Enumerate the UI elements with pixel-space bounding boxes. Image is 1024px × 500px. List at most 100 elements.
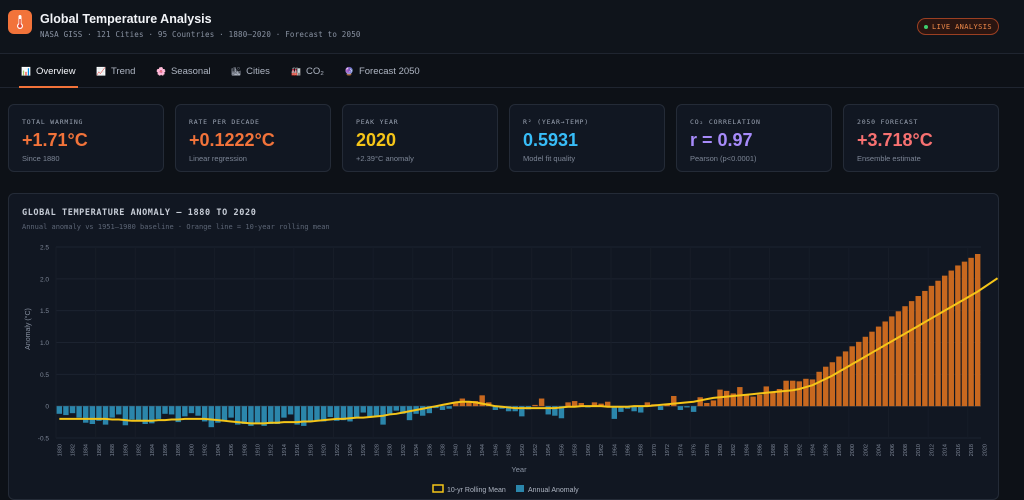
x-tick-label: 1890 bbox=[123, 444, 129, 456]
x-tick-label: 1882 bbox=[71, 444, 77, 456]
x-tick-label: 1898 bbox=[176, 444, 182, 456]
x-tick-label: 1962 bbox=[599, 444, 605, 456]
x-tick-label: 1938 bbox=[441, 444, 447, 456]
anomaly-bar bbox=[63, 406, 69, 416]
anomaly-bar bbox=[638, 406, 644, 413]
tab-co2[interactable]: 🏭 CO₂ bbox=[283, 55, 332, 87]
anomaly-bar bbox=[684, 406, 690, 408]
anomaly-bar bbox=[571, 401, 578, 407]
tab-seasonal[interactable]: 🌸 Seasonal bbox=[148, 55, 219, 87]
x-tick-label: 2006 bbox=[890, 444, 896, 456]
x-tick-label: 1944 bbox=[480, 444, 486, 456]
x-tick-label: 1904 bbox=[216, 444, 222, 456]
anomaly-bar bbox=[941, 275, 948, 407]
city-icon: 🏙 bbox=[231, 66, 242, 76]
anomaly-bar bbox=[618, 406, 624, 412]
x-tick-label: 1964 bbox=[612, 444, 618, 456]
anomaly-bar bbox=[241, 406, 248, 424]
y-axis: -0.5 0 0.5 1.0 1.5 2.0 2.5 bbox=[38, 245, 50, 443]
tab-label: Overview bbox=[35, 65, 76, 77]
anomaly-bars bbox=[56, 254, 981, 428]
x-tick-label: 1966 bbox=[626, 444, 632, 456]
live-analysis-badge[interactable]: LIVE ANALYSIS bbox=[917, 18, 999, 35]
anomaly-bar bbox=[76, 406, 82, 418]
anomaly-bar bbox=[281, 406, 287, 418]
x-tick-label: 2016 bbox=[956, 444, 962, 456]
x-tick-label: 1978 bbox=[705, 444, 711, 456]
tab-label: Trend bbox=[110, 65, 136, 77]
x-tick-label: 2008 bbox=[903, 444, 909, 456]
anomaly-bar bbox=[750, 396, 756, 407]
x-tick-label: 1936 bbox=[427, 444, 433, 456]
stat-card-co2-correlation: CO₂ CORRELATION r = 0.97 Pearson (p<0.00… bbox=[676, 104, 832, 172]
anomaly-bar bbox=[347, 406, 353, 422]
anomaly-bar bbox=[320, 406, 327, 422]
anomaly-bar bbox=[195, 406, 201, 416]
anomaly-bar bbox=[756, 394, 763, 407]
anomaly-bar bbox=[215, 406, 221, 423]
stat-card-rate-per-decade: RATE PER DECADE +0.1222°C Linear regress… bbox=[175, 104, 331, 172]
x-tick-label: 1918 bbox=[308, 444, 314, 456]
x-tick-label: 1920 bbox=[322, 444, 328, 456]
x-tick-label: 1968 bbox=[639, 444, 645, 456]
tab-label: Forecast 2050 bbox=[358, 65, 420, 77]
x-tick-label: 1942 bbox=[467, 444, 473, 456]
anomaly-bar bbox=[175, 406, 181, 423]
anomaly-bar bbox=[552, 406, 558, 416]
anomaly-bar bbox=[386, 406, 393, 414]
x-tick-label: 1970 bbox=[652, 444, 658, 456]
anomaly-bar bbox=[948, 270, 954, 407]
anomaly-bar bbox=[922, 290, 928, 407]
tab-cities[interactable]: 🏙 Cities bbox=[223, 55, 278, 87]
tab-overview[interactable]: 📊 Overview bbox=[13, 55, 84, 88]
tab-trend[interactable]: 📈 Trend bbox=[88, 55, 143, 87]
anomaly-bar bbox=[809, 379, 816, 407]
crystal-ball-icon: 🔮 bbox=[344, 66, 354, 76]
x-tick-label: 1954 bbox=[546, 444, 552, 456]
anomaly-bar bbox=[657, 406, 664, 410]
anomaly-bar bbox=[869, 331, 875, 407]
anomaly-bar bbox=[671, 395, 677, 407]
stat-value: r = 0.97 bbox=[690, 130, 753, 150]
x-tick-label: 1902 bbox=[203, 444, 209, 456]
anomaly-bar bbox=[327, 406, 333, 417]
x-tick-label: 1950 bbox=[520, 444, 526, 456]
anomaly-bar bbox=[479, 395, 485, 407]
chart-grid bbox=[55, 246, 981, 439]
x-tick-label: 1894 bbox=[150, 444, 156, 456]
anomaly-bar bbox=[274, 406, 281, 424]
anomaly-bar bbox=[294, 406, 300, 425]
trend-icon: 📈 bbox=[96, 66, 106, 76]
x-tick-label: 1984 bbox=[744, 444, 750, 456]
anomaly-bar bbox=[142, 406, 148, 424]
x-tick-label: 1988 bbox=[771, 444, 777, 456]
anomaly-bar bbox=[56, 406, 63, 414]
anomaly-bar bbox=[644, 402, 651, 407]
x-tick-label: 1998 bbox=[837, 444, 843, 456]
x-tick-label: 1980 bbox=[718, 444, 724, 456]
tab-forecast[interactable]: 🔮 Forecast 2050 bbox=[336, 55, 428, 87]
x-tick-label: 1884 bbox=[84, 444, 90, 456]
legend-mean-swatch bbox=[432, 484, 444, 493]
anomaly-bar bbox=[426, 406, 433, 414]
x-tick-label: 2002 bbox=[863, 444, 869, 456]
anomaly-bar bbox=[406, 406, 413, 421]
anomaly-bar bbox=[188, 406, 195, 414]
anomaly-bar bbox=[704, 402, 710, 407]
x-tick-label: 1960 bbox=[586, 444, 592, 456]
anomaly-bar bbox=[135, 406, 142, 422]
anomaly-bar bbox=[955, 265, 961, 407]
x-tick-label: 1932 bbox=[401, 444, 407, 456]
anomaly-bar bbox=[360, 406, 366, 413]
x-tick-label: 1972 bbox=[665, 444, 671, 456]
rolling-mean-line bbox=[59, 277, 998, 425]
anomaly-bar bbox=[353, 406, 360, 419]
stat-card-peak-year: PEAK YEAR 2020 +2.39°C anomaly bbox=[342, 104, 498, 172]
anomaly-bar bbox=[829, 362, 836, 407]
anomaly-bar bbox=[261, 406, 267, 426]
top-bar: Global Temperature Analysis NASA GISS · … bbox=[0, 0, 1024, 54]
anomaly-bar bbox=[908, 301, 915, 407]
anomaly-bar bbox=[677, 406, 684, 410]
tab-label: Seasonal bbox=[170, 65, 211, 77]
x-tick-label: 1994 bbox=[811, 444, 817, 456]
